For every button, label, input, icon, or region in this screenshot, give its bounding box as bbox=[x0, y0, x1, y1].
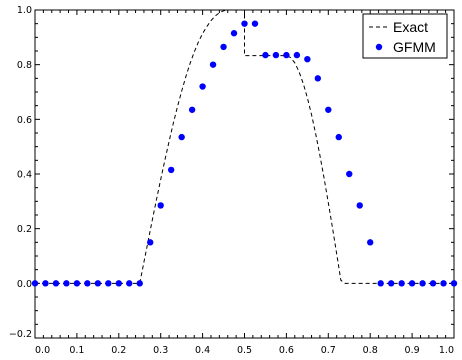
gfmm-point bbox=[356, 202, 363, 209]
x-tick-label: 0.5 bbox=[237, 345, 252, 356]
legend-box bbox=[362, 13, 448, 59]
gfmm-point bbox=[157, 202, 164, 209]
y-tick-label: 0.0 bbox=[17, 279, 32, 290]
gfmm-point bbox=[335, 133, 342, 141]
gfmm-point bbox=[178, 133, 185, 141]
gfmm-point bbox=[94, 280, 102, 287]
gfmm-point bbox=[209, 61, 217, 68]
x-tick-label: 0.0 bbox=[35, 345, 50, 356]
gfmm-point bbox=[325, 106, 332, 113]
gfmm-point bbox=[115, 280, 123, 287]
gfmm-point bbox=[450, 280, 458, 287]
x-tick-label: 0.7 bbox=[321, 345, 336, 356]
gfmm-point bbox=[272, 51, 280, 59]
gfmm-point bbox=[251, 20, 259, 27]
gfmm-point bbox=[283, 51, 290, 59]
gfmm-point bbox=[188, 106, 196, 113]
gfmm-point bbox=[42, 280, 49, 287]
x-tick-label: 0.2 bbox=[111, 345, 126, 356]
series-layer bbox=[31, 9, 458, 287]
legend: Exact GFMM bbox=[362, 13, 448, 59]
gfmm-point bbox=[199, 83, 206, 90]
gfmm-point bbox=[241, 20, 248, 27]
y-tick-label: 0.8 bbox=[17, 60, 32, 71]
plot-frame bbox=[34, 9, 455, 339]
gfmm-point bbox=[220, 43, 227, 51]
x-tick-label: 1.0 bbox=[439, 345, 454, 356]
gfmm-point bbox=[367, 239, 374, 246]
gfmm-point bbox=[147, 239, 154, 246]
x-axis-ticks: 0.0 0.1 0.2 0.3 0.4 0.5 0.6 0.7 0.8 0.9 1.0 bbox=[34, 10, 455, 356]
gfmm-point bbox=[293, 51, 301, 59]
gfmm-point bbox=[230, 30, 238, 37]
gfmm-point bbox=[105, 280, 112, 287]
gfmm-point bbox=[346, 170, 353, 178]
y-tick-label: 1.0 bbox=[17, 5, 32, 16]
legend-gfmm-label: GFMM bbox=[393, 39, 436, 55]
gfmm-point bbox=[63, 280, 70, 287]
gfmm-point bbox=[31, 280, 39, 287]
gfmm-point bbox=[262, 51, 269, 59]
gfmm-point bbox=[398, 280, 405, 287]
x-tick-label: 0.3 bbox=[153, 345, 168, 356]
gfmm-point bbox=[304, 56, 311, 63]
gfmm-point bbox=[440, 280, 447, 287]
x-tick-label: 0.4 bbox=[195, 345, 210, 356]
gfmm-point bbox=[377, 280, 384, 287]
gfmm-point bbox=[419, 280, 426, 287]
gfmm-point bbox=[408, 280, 416, 287]
x-tick-label: 0.8 bbox=[363, 345, 378, 356]
x-tick-label: 0.9 bbox=[405, 345, 420, 356]
gfmm-point bbox=[314, 75, 322, 82]
gfmm-point bbox=[126, 280, 133, 287]
y-axis-ticks: −0.2 0.0 0.2 0.4 0.6 0.8 1.0 bbox=[9, 5, 454, 340]
gfmm-point bbox=[52, 280, 60, 287]
gfmm-point bbox=[73, 280, 81, 287]
y-tick-label: 0.4 bbox=[17, 170, 32, 181]
y-tick-label: −0.2 bbox=[9, 329, 32, 340]
gfmm-point bbox=[136, 280, 143, 287]
gfmm-point bbox=[429, 280, 437, 287]
gfmm-point bbox=[84, 280, 91, 287]
exact-series-line bbox=[35, 9, 454, 284]
y-tick-label: 0.6 bbox=[17, 115, 32, 126]
y-tick-label: 0.2 bbox=[17, 224, 32, 235]
gfmm-point bbox=[167, 166, 175, 174]
legend-gfmm-marker bbox=[375, 43, 383, 51]
gfmm-point bbox=[387, 280, 395, 287]
x-tick-label: 0.6 bbox=[279, 345, 294, 356]
legend-exact-label: Exact bbox=[393, 19, 428, 35]
x-tick-label: 0.1 bbox=[69, 345, 84, 356]
